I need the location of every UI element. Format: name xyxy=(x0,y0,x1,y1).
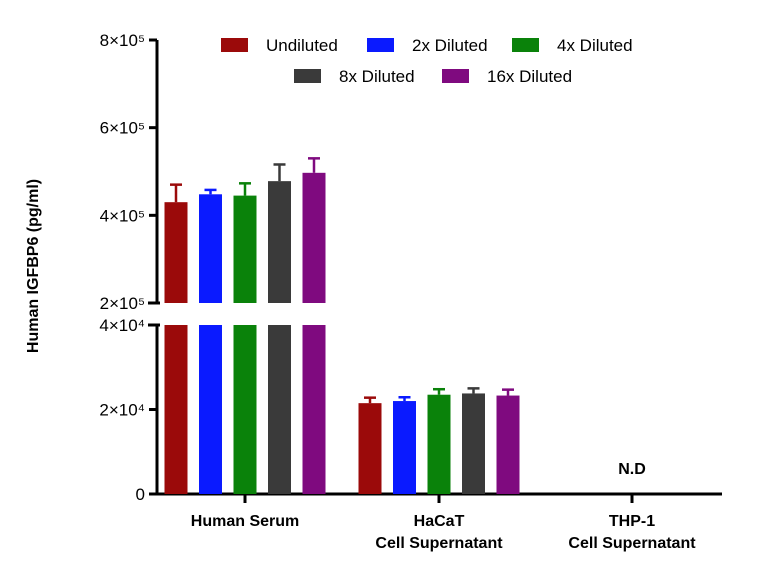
legend-label: 16x Diluted xyxy=(487,67,572,86)
legend-swatch xyxy=(367,38,394,52)
legend-label: Undiluted xyxy=(266,36,338,55)
legend-swatch xyxy=(512,38,539,52)
bar xyxy=(393,401,416,494)
bar xyxy=(164,202,188,303)
legend-label: 4x Diluted xyxy=(557,36,633,55)
legend-swatch xyxy=(294,69,321,83)
bar xyxy=(302,172,326,303)
bar-lower xyxy=(302,325,326,494)
y-tick-label: 4×10⁵ xyxy=(100,206,145,225)
bar-lower xyxy=(199,325,222,494)
x-tick-label: Cell Supernatant xyxy=(375,535,503,552)
x-tick-label: HaCaT xyxy=(414,513,465,530)
bar xyxy=(268,181,291,303)
x-tick-label: THP-1 xyxy=(609,513,655,530)
y-axis-label: Human IGFBP6 (pg/ml) xyxy=(25,179,42,353)
y-tick-label: 4×10⁴ xyxy=(99,316,145,335)
legend-label: 8x Diluted xyxy=(339,67,415,86)
annotations: N.D xyxy=(618,461,646,478)
x-tick-label: Human Serum xyxy=(191,513,299,530)
y-tick-label: 2×10⁴ xyxy=(99,401,145,420)
x-axis: Human Serum HaCaT Cell Supernatant THP-1 Cel… xyxy=(156,492,722,552)
bars xyxy=(164,157,520,494)
x-tick-label: Cell Supernatant xyxy=(568,535,696,552)
bar xyxy=(233,195,257,303)
bar xyxy=(358,403,382,494)
bar-lower xyxy=(268,325,291,494)
legend: Undiluted 2x Diluted 4x Diluted 8x Diluted 1… xyxy=(221,36,633,86)
bar xyxy=(496,395,520,494)
legend-swatch xyxy=(442,69,469,83)
y-tick-label: 2×10⁵ xyxy=(100,294,145,313)
legend-label: 2x Diluted xyxy=(412,36,488,55)
bar xyxy=(427,394,451,494)
annotation-nd: N.D xyxy=(618,461,646,478)
bar-lower xyxy=(233,325,257,494)
bar-lower xyxy=(164,325,188,494)
bar xyxy=(462,393,485,494)
y-tick-label: 6×10⁵ xyxy=(100,119,145,138)
bar xyxy=(199,194,222,303)
y-tick-label: 8×10⁵ xyxy=(100,31,145,50)
y-axis: 2×10⁵ 4×10⁵ 6×10⁵ 8×10⁵ 0 2×10⁴ 4×10⁴ xyxy=(99,31,160,504)
legend-swatch xyxy=(221,38,248,52)
y-tick-label: 0 xyxy=(136,485,145,504)
